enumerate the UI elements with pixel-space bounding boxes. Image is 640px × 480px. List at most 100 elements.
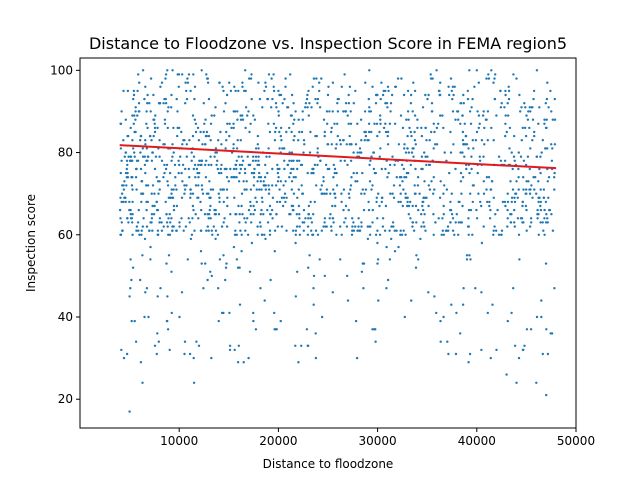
data-point — [273, 311, 276, 315]
data-point — [175, 188, 178, 191]
data-point — [278, 147, 281, 150]
data-point — [238, 221, 241, 224]
data-point — [294, 241, 297, 245]
data-point — [295, 225, 299, 228]
data-point — [342, 110, 345, 113]
data-point — [414, 204, 418, 208]
data-point — [378, 204, 381, 208]
data-point — [238, 213, 241, 216]
data-point — [485, 176, 489, 179]
data-point — [245, 180, 248, 183]
data-point — [480, 139, 484, 142]
data-point — [236, 110, 239, 113]
data-point — [198, 159, 201, 162]
data-point — [330, 225, 333, 228]
data-point — [386, 176, 389, 179]
data-point — [517, 151, 520, 154]
data-point — [416, 126, 419, 130]
data-point — [273, 139, 277, 142]
data-point — [511, 188, 515, 191]
data-point — [434, 143, 437, 146]
data-point — [284, 77, 287, 80]
data-point — [371, 85, 374, 89]
data-point — [471, 233, 474, 236]
data-point — [524, 134, 528, 138]
data-point — [239, 229, 242, 232]
data-point — [320, 315, 324, 319]
data-point — [149, 77, 153, 80]
data-point — [384, 130, 388, 134]
data-point — [509, 180, 512, 183]
data-point — [294, 229, 298, 232]
data-point — [513, 225, 516, 228]
data-point — [124, 200, 128, 204]
data-point — [315, 77, 318, 80]
data-point — [121, 184, 124, 187]
data-point — [241, 85, 244, 89]
data-point — [335, 184, 339, 187]
data-point — [462, 143, 465, 146]
data-point — [450, 192, 453, 195]
data-point — [131, 266, 135, 269]
data-point — [163, 118, 167, 121]
data-point — [495, 348, 498, 352]
data-point — [207, 163, 210, 167]
data-point — [442, 213, 445, 216]
data-point — [424, 229, 427, 232]
data-point — [346, 114, 349, 117]
data-point — [134, 176, 138, 179]
data-point — [397, 245, 400, 249]
data-point — [416, 176, 420, 179]
data-point — [250, 221, 253, 224]
data-point — [500, 233, 503, 236]
data-point — [386, 278, 390, 282]
data-point — [296, 167, 299, 171]
data-point — [226, 196, 229, 199]
data-point — [243, 217, 246, 220]
data-point — [531, 106, 534, 109]
data-point — [524, 163, 528, 167]
data-point — [369, 159, 372, 162]
data-point — [311, 233, 314, 236]
data-point — [193, 85, 197, 89]
data-point — [240, 204, 243, 208]
data-point — [352, 171, 355, 175]
data-point — [538, 106, 541, 109]
data-point — [250, 241, 254, 245]
data-point — [525, 114, 528, 117]
data-point — [434, 221, 437, 224]
data-point — [368, 69, 371, 72]
data-point — [288, 213, 291, 216]
data-point — [295, 213, 298, 216]
data-point — [307, 266, 310, 269]
data-point — [477, 114, 481, 117]
data-point — [141, 225, 144, 228]
data-point — [165, 221, 169, 224]
data-point — [305, 97, 309, 101]
data-point — [290, 180, 294, 183]
data-point — [252, 319, 255, 323]
data-point — [476, 171, 479, 175]
data-point — [504, 114, 507, 117]
data-point — [435, 126, 439, 130]
data-point — [323, 221, 326, 224]
data-point — [257, 176, 261, 179]
data-point — [375, 200, 378, 204]
data-point — [294, 344, 297, 347]
data-point — [518, 258, 521, 261]
data-point — [487, 176, 491, 179]
data-point — [367, 122, 371, 126]
data-point — [313, 200, 316, 204]
data-point — [187, 167, 190, 171]
data-point — [331, 291, 334, 294]
data-point — [268, 204, 272, 208]
data-point — [391, 155, 394, 158]
data-point — [539, 155, 542, 158]
data-point — [153, 192, 156, 195]
data-point — [308, 151, 312, 154]
data-point — [432, 233, 435, 236]
data-point — [171, 196, 175, 199]
data-point — [406, 147, 409, 150]
data-point — [292, 176, 295, 179]
data-point — [441, 229, 444, 232]
